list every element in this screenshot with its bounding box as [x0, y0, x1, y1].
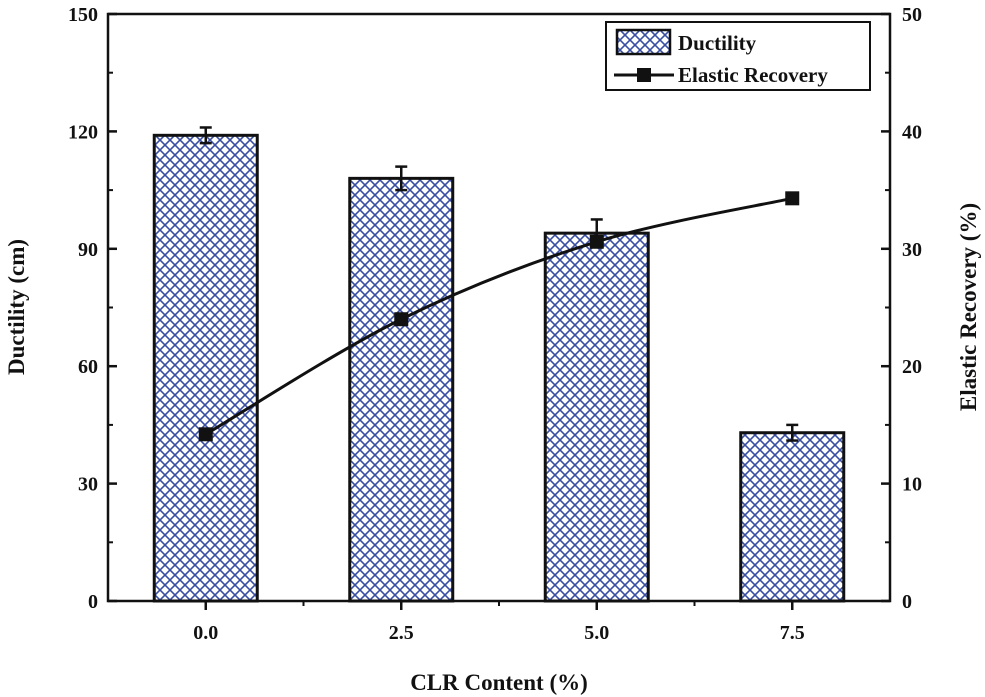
elastic-recovery-series [198, 191, 800, 442]
ductility-bar [739, 431, 846, 603]
elastic-recovery-marker [785, 191, 800, 206]
ductility-bar [543, 231, 650, 603]
y-left-tick-label: 60 [78, 356, 98, 378]
legend-marker-elastic-recovery [637, 68, 651, 82]
y-right-tick-label: 30 [902, 239, 922, 261]
y-right-tick-label: 50 [902, 4, 922, 26]
y-left-tick-label: 150 [68, 4, 98, 26]
x-tick-label: 0.0 [193, 622, 218, 644]
y-right-tick-label: 0 [902, 591, 912, 613]
legend: Ductility Elastic Recovery [605, 21, 871, 91]
legend-label-ductility: Ductility [678, 31, 757, 55]
ductility-bar [348, 176, 455, 603]
axis-ticks: 0 30 60 90 120 150 0 10 20 30 40 50 0.0 2.5 5.0 7.5 [68, 4, 922, 644]
legend-swatch-ductility [615, 28, 672, 56]
y-left-tick-label: 120 [68, 121, 98, 143]
y-right-tick-label: 10 [902, 474, 922, 496]
x-tick-label: 7.5 [780, 622, 805, 644]
elastic-recovery-marker [394, 312, 409, 327]
x-tick-label: 2.5 [389, 622, 414, 644]
elastic-recovery-line [204, 196, 793, 436]
y-left-tick-label: 30 [78, 474, 98, 496]
elastic-recovery-marker [589, 234, 604, 249]
y-right-tick-label: 40 [902, 121, 922, 143]
y-axis-left-title: Ductility (cm) [4, 239, 29, 375]
y-right-tick-label: 20 [902, 356, 922, 378]
ductility-bars [152, 133, 846, 603]
ductility-error-bars [199, 126, 799, 442]
y-axis-right-title: Elastic Recovery (%) [956, 203, 981, 411]
x-axis-title: CLR Content (%) [410, 670, 588, 695]
x-tick-label: 5.0 [584, 622, 609, 644]
elastic-recovery-marker [198, 427, 213, 442]
ductility-bar [152, 133, 259, 603]
legend-label-elastic-recovery: Elastic Recovery [678, 63, 828, 87]
y-left-tick-label: 0 [88, 591, 98, 613]
y-left-tick-label: 90 [78, 239, 98, 261]
